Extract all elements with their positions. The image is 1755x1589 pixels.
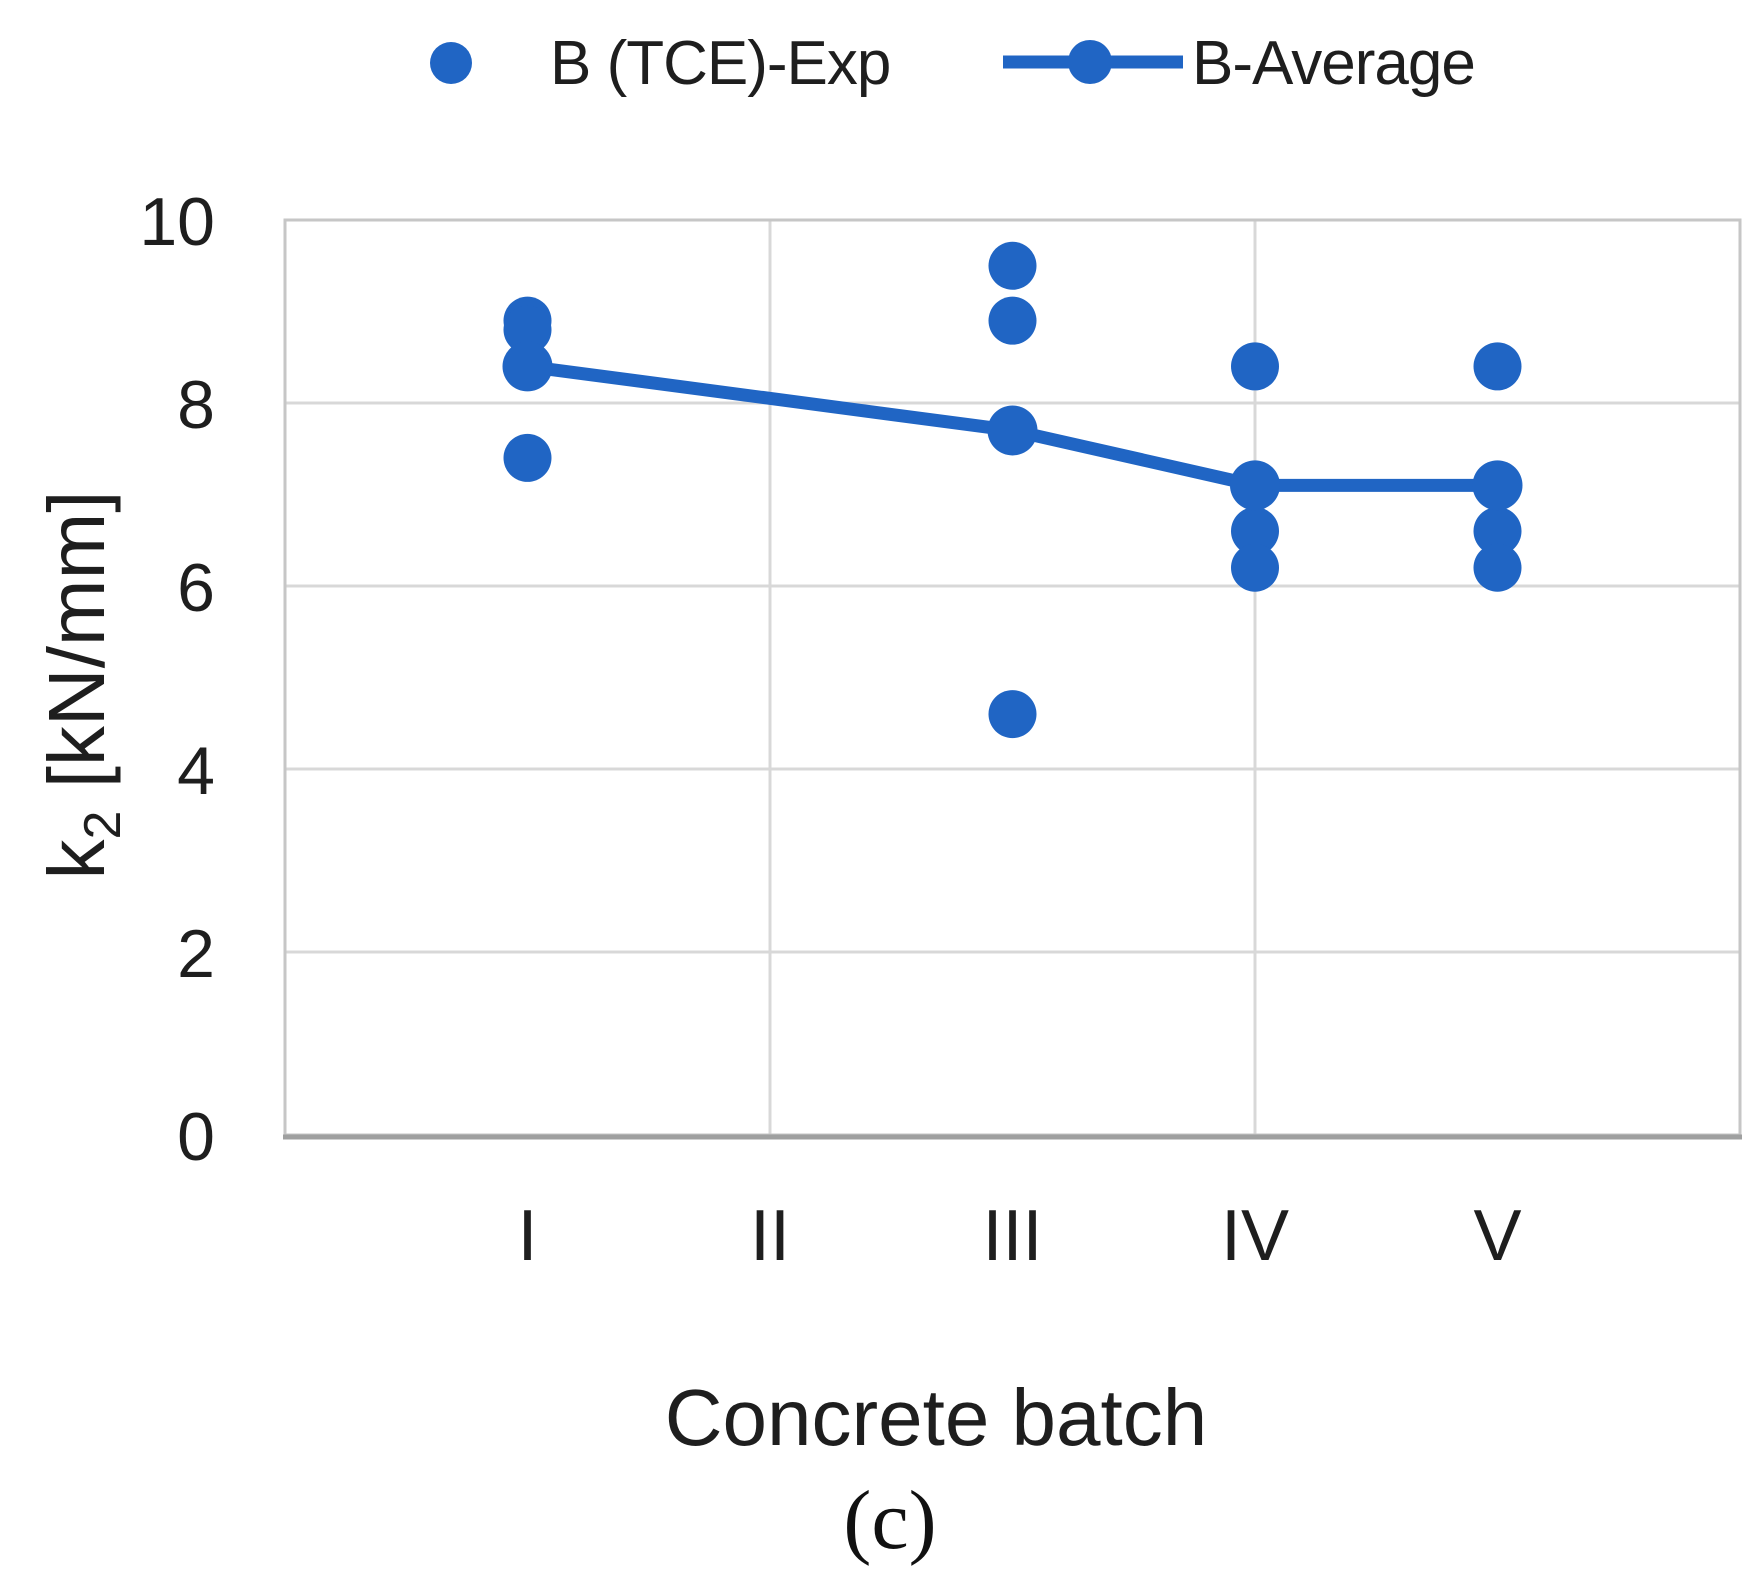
exp-point: [1473, 543, 1522, 592]
exp-point: [988, 296, 1037, 345]
y-axis-title-subscript: 2: [74, 811, 132, 840]
y-tick-label: 4: [177, 733, 215, 809]
y-tick-label: 0: [177, 1099, 215, 1175]
chart-legend: B (TCE)-Exp B-Average: [430, 29, 1476, 98]
exp-point: [503, 305, 552, 354]
x-tick-label: I: [517, 1196, 537, 1276]
exp-point: [1473, 342, 1522, 391]
x-tick-label: III: [982, 1196, 1042, 1276]
x-tick-label: II: [750, 1196, 790, 1276]
y-axis-title-base: k: [32, 838, 121, 879]
x-tick-label: V: [1473, 1196, 1521, 1276]
exp-point: [988, 690, 1037, 739]
average-line: [526, 359, 1498, 492]
y-axis-title-unit: [kN/mm]: [32, 491, 121, 811]
average-point: [987, 405, 1038, 456]
exp-point: [503, 433, 552, 482]
average-point: [1230, 460, 1280, 511]
y-tick-label: 10: [139, 184, 215, 260]
exp-point: [988, 241, 1037, 290]
x-axis-title: Concrete batch: [665, 1373, 1208, 1462]
y-tick-label: 2: [177, 916, 215, 992]
y-axis-title: k2 [kN/mm]: [32, 491, 132, 880]
y-tick-label: 8: [177, 367, 215, 443]
legend-average-marker-icon: [1068, 40, 1112, 84]
legend-average-label: B-Average: [1192, 29, 1475, 98]
plot-border: [283, 218, 1742, 1137]
average-point: [502, 341, 553, 392]
x-tick-label: IV: [1221, 1196, 1289, 1276]
y-tick-label: 6: [177, 550, 215, 626]
figure-caption: (c): [843, 1474, 936, 1567]
legend-exp-marker-icon: [430, 42, 472, 84]
exp-point: [1473, 507, 1522, 556]
exp-point: [1231, 507, 1279, 556]
exp-point: [1231, 342, 1279, 391]
legend-exp-label: B (TCE)-Exp: [550, 29, 890, 98]
exp-point: [1231, 543, 1279, 592]
average-point: [1472, 460, 1523, 511]
